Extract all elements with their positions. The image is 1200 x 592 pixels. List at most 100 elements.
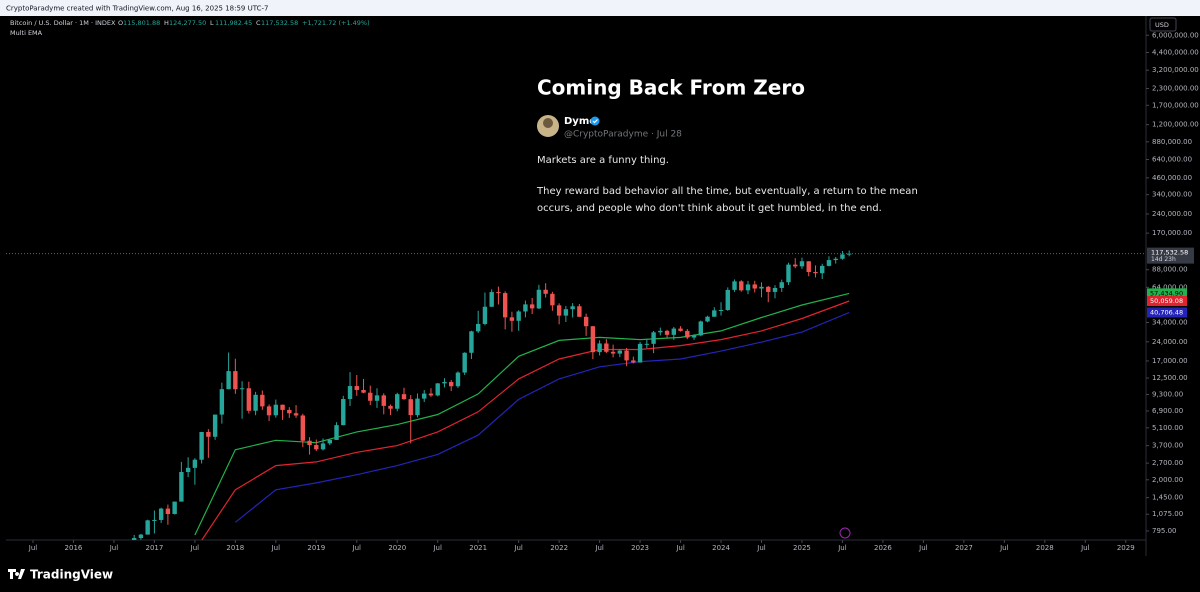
candle-body [422, 393, 427, 399]
legend-letter: O [118, 19, 123, 27]
candle-body [260, 394, 265, 407]
y-tick-label: 2,700.00 [1152, 459, 1183, 467]
candle-body [678, 328, 683, 331]
x-tick-label: 2022 [550, 544, 568, 552]
x-tick-label: Jul [352, 544, 362, 552]
y-tick-label: 64,000.00 [1152, 283, 1188, 291]
x-tick-label: 2024 [712, 544, 730, 552]
candle-body [125, 546, 129, 549]
candle-body [550, 293, 555, 306]
x-tick-label: Jul [1080, 544, 1090, 552]
ema-label-box [1147, 307, 1187, 318]
candle-body [651, 332, 656, 344]
x-tick-label: 2016 [65, 544, 83, 552]
ema-line [234, 311, 850, 523]
candle-body [624, 350, 629, 361]
x-tick-label: Jul [109, 544, 119, 552]
candle-body [401, 394, 407, 400]
candle-body [705, 316, 710, 322]
candle-body [239, 388, 245, 390]
tweet: Coming Back From Zero Dyme @CryptoParady… [536, 76, 918, 215]
candle-body [617, 350, 623, 354]
candle-body [786, 264, 791, 283]
ema-label-box [1147, 296, 1187, 307]
candle-body [496, 292, 501, 294]
candle-body [307, 440, 312, 446]
currency[interactable]: USD [1155, 21, 1169, 29]
candle-body [475, 323, 481, 332]
ema-line [201, 300, 850, 540]
x-tick-label: Jul [756, 544, 766, 552]
candle-body [523, 304, 528, 312]
candle-body [179, 472, 184, 502]
x-tick-label: Jul [999, 544, 1009, 552]
candle-body [212, 414, 218, 437]
candle-body [604, 343, 609, 352]
candle-body [388, 405, 393, 409]
verified-badge [590, 116, 600, 126]
candle-body [172, 501, 177, 514]
last-price-label: 117,532.58 [1151, 249, 1188, 257]
candle-body [354, 386, 359, 390]
candle-body [590, 326, 596, 353]
candle-body [712, 310, 717, 317]
candle-body [165, 508, 171, 514]
x-tick-label: 2020 [388, 544, 406, 552]
x-tick-label: 2028 [1036, 544, 1054, 552]
candle-body [563, 309, 569, 316]
chart-area [6, 17, 1146, 540]
tweet-line: Markets are a funny thing. [537, 155, 669, 166]
ema-label: 57,434.90 [1150, 289, 1183, 297]
y-tick-label: 1,700,000.00 [1152, 101, 1199, 109]
x-tick-label: 2019 [307, 544, 325, 552]
candle-body [806, 261, 811, 273]
candle-body [320, 443, 326, 450]
candle-body [395, 394, 400, 409]
candle-body [300, 415, 306, 441]
candle-body [408, 399, 413, 416]
candle-body [334, 425, 339, 440]
y-tick-label: 34,000.00 [1152, 318, 1188, 326]
candle-body [644, 343, 650, 345]
candle-body [361, 389, 366, 393]
x-tick-label: Jul [190, 544, 200, 552]
candle-body [131, 538, 137, 540]
legend-change: +1,721.72 (+1.49%) [302, 19, 370, 27]
tweet-line: They reward bad behavior all the time, b… [536, 186, 918, 197]
candle-body [435, 383, 440, 396]
candle-body [381, 395, 386, 406]
y-tick-label: 2,300,000.00 [1152, 85, 1199, 93]
currency-box[interactable] [1149, 17, 1177, 32]
candle-body [685, 330, 690, 338]
y-tick-label: 6,000,000.00 [1152, 31, 1199, 39]
credit: CryptoParadyme created with TradingView.… [6, 5, 268, 13]
y-tick-label: 640,000.00 [1152, 156, 1192, 164]
candle-body [766, 286, 771, 292]
x-tick-label: Jul [513, 544, 523, 552]
brand-logo [8, 569, 25, 579]
candle-body [428, 393, 434, 396]
candle-body [374, 395, 380, 401]
y-tick-label: 795.00 [1152, 527, 1177, 535]
candle-body [840, 254, 845, 259]
candle-body [145, 520, 150, 535]
candle-body [158, 508, 164, 520]
candle-body [253, 394, 258, 411]
brand: TradingView [30, 568, 113, 582]
top-bar [0, 0, 1200, 16]
indicator-name: Multi EMA [10, 29, 43, 37]
y-tick-label: 460,000.00 [1152, 174, 1192, 182]
x-tick-label: Jul [918, 544, 928, 552]
candle-body [293, 413, 299, 416]
candle-body [415, 398, 420, 416]
event-icon[interactable] [839, 527, 851, 539]
candle-body [597, 343, 602, 353]
candle-body [772, 287, 778, 292]
countdown: 14d 23h [1151, 256, 1176, 263]
candle-body [327, 439, 332, 444]
candle-body [219, 389, 225, 415]
candle-body [509, 317, 515, 321]
y-tick-label: 170,000.00 [1152, 229, 1192, 237]
x-tick-label: 2018 [226, 544, 244, 552]
y-tick-label: 1,075.00 [1152, 510, 1183, 518]
